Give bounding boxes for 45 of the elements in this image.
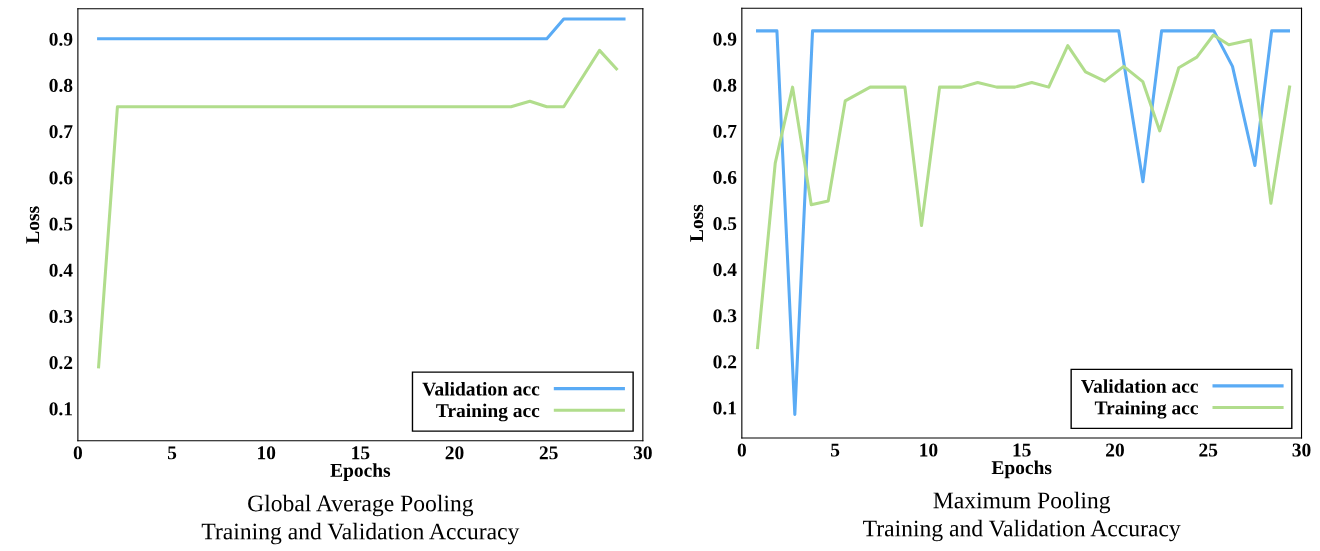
y-tick-label: 0.7 <box>713 124 737 138</box>
y-axis-title: Loss <box>26 206 40 244</box>
x-tick-label: 5 <box>831 443 840 457</box>
y-tick-label: 0.6 <box>713 170 737 185</box>
y-tick-label: 0.2 <box>49 356 73 370</box>
y-tick-label: 0.5 <box>49 217 73 231</box>
y-tick-label: 0.4 <box>49 263 73 277</box>
y-tick-label: 0.8 <box>713 78 737 92</box>
y-tick-label: 0.9 <box>713 32 737 46</box>
line-series <box>97 48 619 369</box>
x-tick-label: 10 <box>258 446 276 460</box>
x-tick-label: 5 <box>167 446 177 460</box>
y-tick-label: 0.1 <box>49 402 73 416</box>
y-tick-label: 0.5 <box>713 216 737 231</box>
legend-label: Validation acc <box>1081 379 1198 393</box>
text: Global Average Pooling Training and Validation Accuracy <box>201 494 520 545</box>
y-tick-label: 0.2 <box>713 355 737 369</box>
x-tick-label: 20 <box>1106 443 1124 457</box>
x-tick-label: 0 <box>73 446 82 460</box>
y-tick-label: 0.7 <box>49 125 73 139</box>
text: Maximum Pooling Training and Validation Accuracy <box>863 491 1181 542</box>
y-tick-label: 0.4 <box>713 263 737 277</box>
x-axis-title: Epochs <box>991 460 1052 479</box>
x-tick-label: 25 <box>1199 443 1218 457</box>
y-tick-label: 0.3 <box>49 309 73 324</box>
x-tick-label: 15 <box>1013 443 1031 457</box>
y-tick-label: 0.9 <box>49 32 73 46</box>
x-axis-title: Epochs <box>330 463 391 481</box>
y-tick-label: 0.8 <box>49 78 73 93</box>
legend-label: Training acc <box>436 403 540 422</box>
y-tick-label: 0.6 <box>49 171 73 185</box>
x-tick-label: 30 <box>1292 443 1311 457</box>
line-series <box>755 29 1290 417</box>
x-tick-label: 20 <box>445 446 464 460</box>
x-tick-label: 30 <box>633 446 652 460</box>
y-axis-title: Loss <box>690 204 704 242</box>
x-tick-label: 25 <box>539 446 558 460</box>
legend-label: Training acc <box>1094 400 1198 419</box>
y-tick-label: 0.3 <box>713 309 737 323</box>
line-series <box>755 33 1292 350</box>
x-tick-label: 0 <box>737 443 746 457</box>
y-tick-label: 0.1 <box>713 401 736 415</box>
x-tick-label: 15 <box>352 446 370 460</box>
legend-label: Validation acc <box>422 381 540 396</box>
x-tick-label: 10 <box>920 443 938 457</box>
